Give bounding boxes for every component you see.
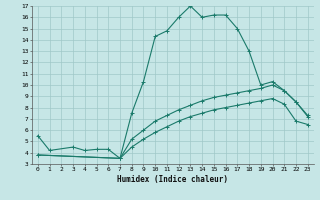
X-axis label: Humidex (Indice chaleur): Humidex (Indice chaleur) [117,175,228,184]
